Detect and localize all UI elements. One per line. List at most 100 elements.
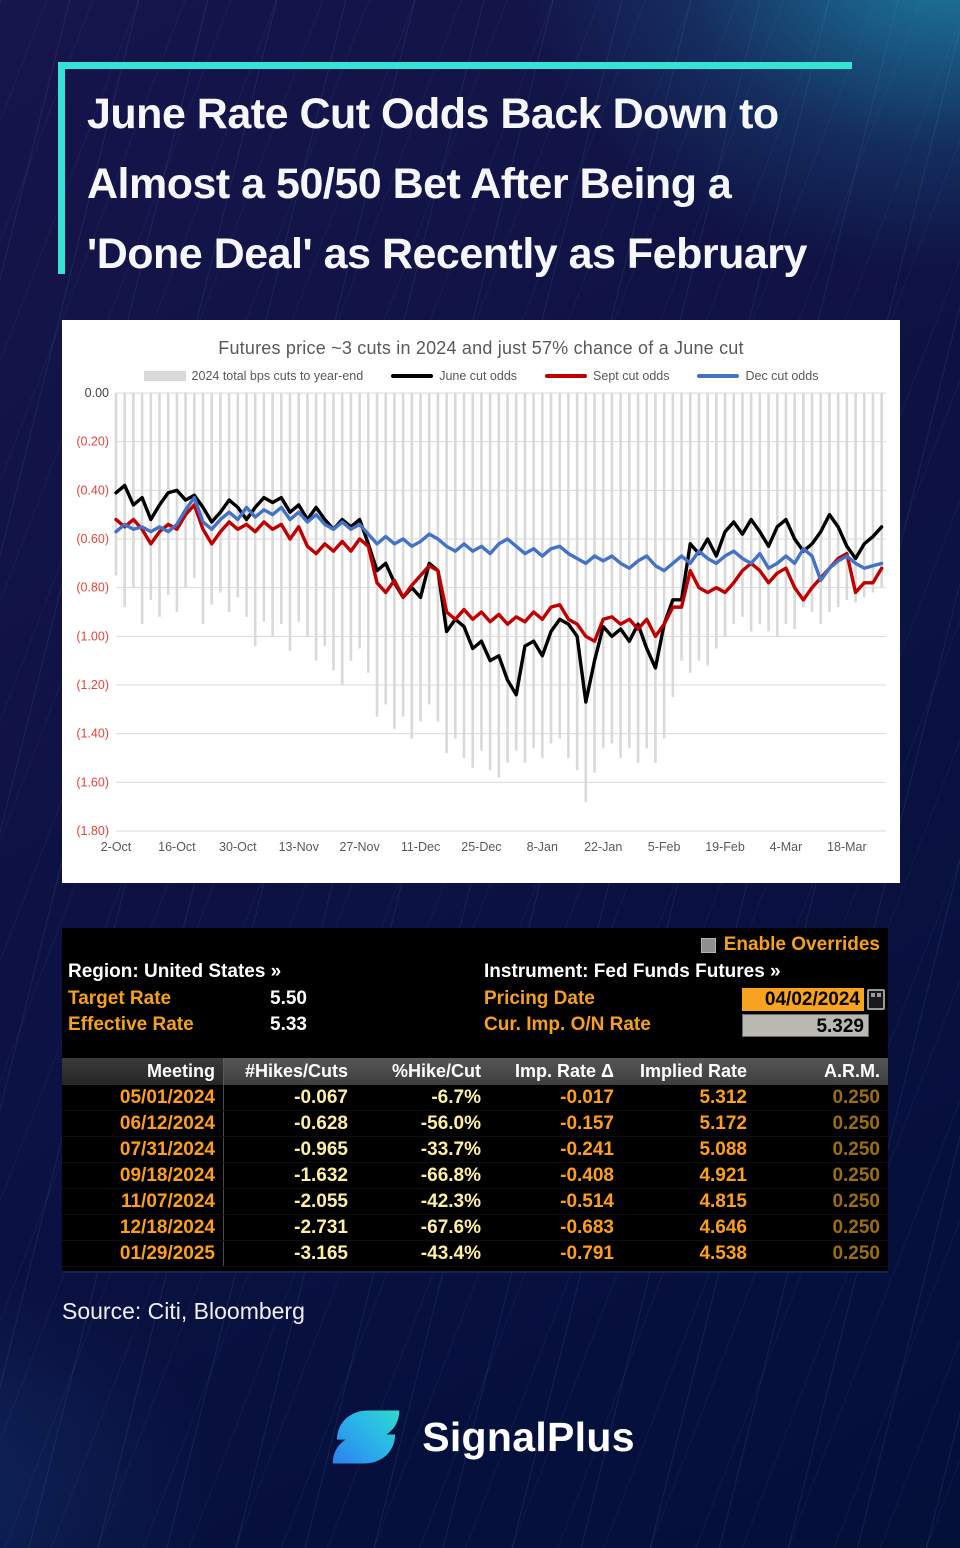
svg-text:19-Feb: 19-Feb — [705, 840, 745, 854]
imp-rate-delta-cell: -0.514 — [560, 1191, 614, 1212]
column-header: #Hikes/Cuts — [244, 1061, 348, 1081]
legend-item: Dec cut odds — [697, 369, 818, 383]
legend-label: Dec cut odds — [745, 369, 819, 383]
svg-text:27-Nov: 27-Nov — [339, 840, 380, 854]
implied-rate-cell: 4.921 — [699, 1165, 747, 1186]
meeting-cell: 12/18/2024 — [62, 1215, 224, 1240]
bloomberg-terminal-panel: Enable Overrides Region: United States »… — [62, 928, 888, 1273]
pct-hike-cut-cell: -6.7% — [431, 1087, 481, 1108]
instrument-link[interactable]: Instrument: Fed Funds Futures » — [484, 961, 781, 982]
imp-rate-delta-cell: -0.683 — [560, 1217, 614, 1238]
chart-title: Futures price ~3 cuts in 2024 and just 5… — [218, 338, 744, 358]
svg-text:8-Jan: 8-Jan — [527, 840, 558, 854]
headline-block: June Rate Cut Odds Back Down to Almost a… — [58, 62, 852, 278]
table-row: 11/07/2024 -2.055 -42.3% -0.514 4.815 0.250 — [62, 1189, 888, 1215]
meetings-table-body: 05/01/2024 -0.067 -6.7% -0.017 5.312 0.250 06/… — [62, 1085, 888, 1267]
legend-swatch — [545, 374, 588, 378]
chart-legend: 2024 total bps cuts to year-end June cut … — [62, 369, 900, 383]
svg-text:(1.80): (1.80) — [76, 824, 109, 838]
svg-text:11-Dec: 11-Dec — [401, 840, 440, 854]
implied-rate-cell: 4.538 — [699, 1243, 747, 1264]
svg-text:(0.80): (0.80) — [76, 581, 109, 595]
brand-name: SignalPlus — [422, 1413, 635, 1460]
imp-rate-delta-cell: -0.241 — [560, 1139, 614, 1160]
enable-overrides-checkbox[interactable] — [700, 937, 716, 953]
imp-rate-delta-cell: -0.791 — [560, 1243, 614, 1264]
svg-text:0.00: 0.00 — [85, 386, 109, 400]
arm-cell: 0.250 — [832, 1217, 880, 1238]
legend-item: June cut odds — [391, 369, 517, 383]
futures-chart-panel: Futures price ~3 cuts in 2024 and just 5… — [62, 320, 900, 883]
pct-hike-cut-cell: -67.6% — [420, 1217, 481, 1238]
svg-text:4-Mar: 4-Mar — [770, 840, 803, 854]
hikes-cuts-cell: -0.965 — [294, 1139, 348, 1160]
column-header: %Hike/Cut — [391, 1061, 481, 1081]
arm-cell: 0.250 — [832, 1191, 880, 1212]
imp-rate-delta-cell: -0.408 — [560, 1165, 614, 1186]
implied-rate-cell: 5.172 — [699, 1113, 747, 1134]
table-row: 06/12/2024 -0.628 -56.0% -0.157 5.172 0.250 — [62, 1111, 888, 1137]
table-row: 07/31/2024 -0.965 -33.7% -0.241 5.088 0.250 — [62, 1137, 888, 1163]
arm-cell: 0.250 — [832, 1113, 880, 1134]
calendar-icon[interactable] — [867, 989, 885, 1010]
meetings-table-header: Meeting #Hikes/Cuts %Hike/Cut Imp. Rate Δ Im… — [62, 1058, 888, 1085]
svg-text:25-Dec: 25-Dec — [461, 840, 501, 854]
arm-cell: 0.250 — [832, 1165, 880, 1186]
column-header: A.R.M. — [824, 1061, 880, 1081]
svg-text:(0.60): (0.60) — [76, 532, 109, 546]
pct-hike-cut-cell: -66.8% — [420, 1165, 481, 1186]
meeting-cell: 06/12/2024 — [62, 1111, 224, 1136]
brand-footer: SignalPlus — [0, 1396, 960, 1478]
column-header: Meeting — [62, 1058, 224, 1085]
hikes-cuts-cell: -0.067 — [294, 1087, 348, 1108]
meeting-cell: 11/07/2024 — [62, 1189, 224, 1214]
svg-text:(1.60): (1.60) — [76, 775, 109, 789]
svg-text:16-Oct: 16-Oct — [158, 840, 196, 854]
headline-line-2: Almost a 50/50 Bet After Being a — [87, 160, 732, 208]
enable-overrides-control[interactable]: Enable Overrides — [700, 934, 880, 956]
pricing-date-label: Pricing Date — [484, 988, 595, 1009]
svg-text:30-Oct: 30-Oct — [219, 840, 257, 854]
table-row: 05/01/2024 -0.067 -6.7% -0.017 5.312 0.250 — [62, 1085, 888, 1111]
meeting-cell: 01/29/2025 — [62, 1241, 224, 1266]
legend-label: June cut odds — [439, 369, 518, 383]
legend-swatch — [143, 371, 186, 381]
svg-text:18-Mar: 18-Mar — [827, 840, 867, 854]
legend-item: 2024 total bps cuts to year-end — [143, 369, 364, 383]
arm-cell: 0.250 — [832, 1087, 880, 1108]
imp-rate-delta-cell: -0.157 — [560, 1113, 614, 1134]
cur-imp-on-rate-label: Cur. Imp. O/N Rate — [484, 1014, 651, 1035]
imp-rate-delta-cell: -0.017 — [560, 1087, 614, 1108]
hikes-cuts-cell: -1.632 — [294, 1165, 348, 1186]
svg-text:5-Feb: 5-Feb — [648, 840, 681, 854]
headline-line-1: June Rate Cut Odds Back Down to — [87, 90, 779, 138]
svg-text:(1.20): (1.20) — [76, 678, 109, 692]
hikes-cuts-cell: -3.165 — [294, 1243, 348, 1264]
hikes-cuts-cell: -2.731 — [294, 1217, 348, 1238]
implied-rate-cell: 5.088 — [699, 1139, 747, 1160]
meeting-cell: 07/31/2024 — [62, 1137, 224, 1162]
region-link[interactable]: Region: United States » — [68, 961, 282, 982]
cur-imp-on-rate-input[interactable]: 5.329 — [742, 1014, 869, 1037]
svg-text:(0.40): (0.40) — [76, 483, 109, 497]
meetings-table: Meeting #Hikes/Cuts %Hike/Cut Imp. Rate Δ Im… — [62, 1058, 888, 1267]
legend-label: 2024 total bps cuts to year-end — [191, 369, 364, 383]
svg-text:13-Nov: 13-Nov — [279, 840, 320, 854]
legend-item: Sept cut odds — [545, 369, 669, 383]
effective-rate-value: 5.33 — [270, 1014, 307, 1035]
arm-cell: 0.250 — [832, 1243, 880, 1264]
meeting-cell: 09/18/2024 — [62, 1163, 224, 1188]
svg-text:22-Jan: 22-Jan — [584, 840, 622, 854]
svg-text:2-Oct: 2-Oct — [101, 840, 132, 854]
effective-rate-label: Effective Rate — [68, 1014, 194, 1035]
pct-hike-cut-cell: -56.0% — [420, 1113, 481, 1134]
enable-overrides-label: Enable Overrides — [723, 934, 880, 955]
pct-hike-cut-cell: -43.4% — [420, 1243, 481, 1264]
arm-cell: 0.250 — [832, 1139, 880, 1160]
pricing-date-input[interactable]: 04/02/2024 — [742, 988, 864, 1011]
hikes-cuts-cell: -0.628 — [294, 1113, 348, 1134]
implied-rate-cell: 4.646 — [699, 1217, 747, 1238]
hikes-cuts-cell: -2.055 — [294, 1191, 348, 1212]
column-header: Imp. Rate Δ — [515, 1061, 614, 1081]
